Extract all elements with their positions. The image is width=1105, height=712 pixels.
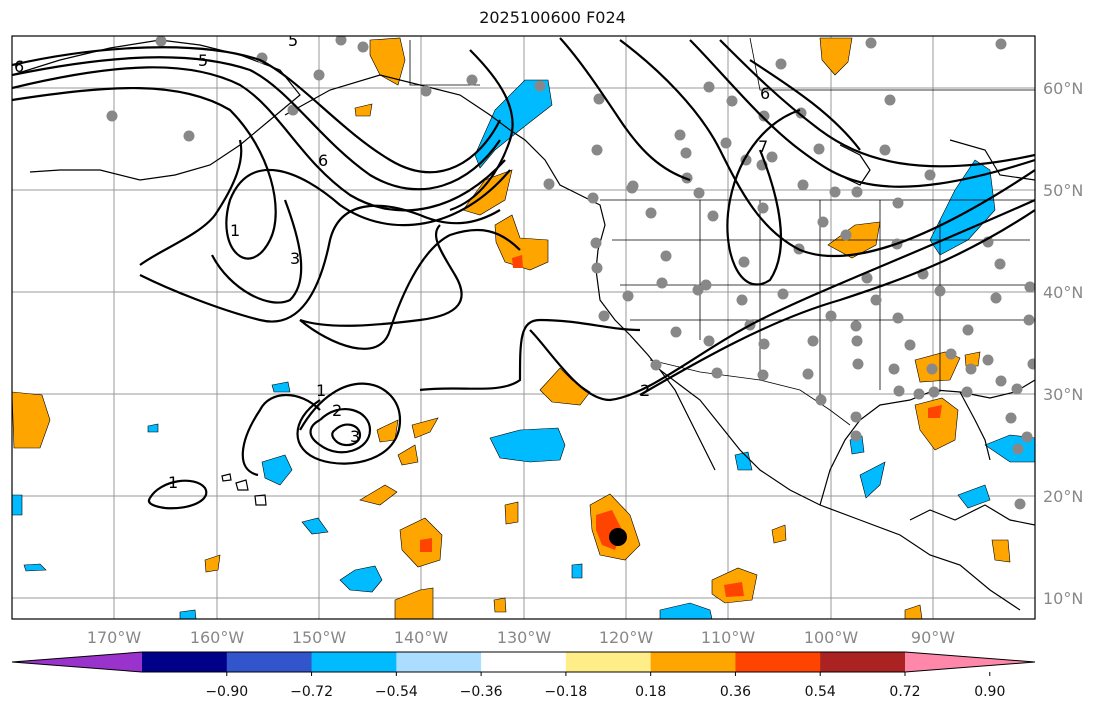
borders bbox=[409, 37, 1035, 426]
map-border bbox=[11, 35, 1036, 620]
contour-label: 6 bbox=[318, 151, 328, 170]
lon-label: 100°W bbox=[804, 628, 859, 647]
lat-label: 50°N bbox=[1043, 181, 1083, 200]
lat-label: 10°N bbox=[1043, 589, 1083, 608]
colorbar-tick-label: −0.36 bbox=[460, 684, 503, 700]
contour-label: 1 bbox=[168, 473, 178, 492]
colorbar-segment bbox=[311, 652, 397, 672]
lon-label: 130°W bbox=[497, 628, 552, 647]
colorbar-tick-label: −0.72 bbox=[290, 684, 333, 700]
lat-label: 60°N bbox=[1043, 79, 1083, 98]
latitude-labels: 60°N 50°N 40°N 30°N 20°N 10°N bbox=[1043, 79, 1083, 608]
colorbar-extend-high bbox=[905, 652, 1035, 672]
lon-label: 110°W bbox=[701, 628, 756, 647]
lon-label: 150°W bbox=[292, 628, 347, 647]
colorbar-tick-label: −0.18 bbox=[544, 684, 587, 700]
lat-label: 20°N bbox=[1043, 487, 1083, 506]
colorbar-tick-label: −0.54 bbox=[375, 684, 418, 700]
colorbar-segment bbox=[481, 652, 567, 672]
colorbar-segment bbox=[820, 652, 906, 672]
lon-label: 90°W bbox=[911, 628, 955, 647]
contour-label: 2 bbox=[332, 401, 342, 420]
contour-label: 6 bbox=[14, 57, 24, 76]
colorbar-segment bbox=[226, 652, 313, 672]
colorbar-tick-label: 0.90 bbox=[974, 684, 1005, 700]
contour-label: 3 bbox=[350, 427, 360, 446]
colorbar-segment bbox=[142, 652, 228, 672]
colorbar-outline bbox=[11, 651, 1036, 673]
lat-label: 40°N bbox=[1043, 283, 1083, 302]
contour-lines bbox=[12, 37, 1035, 510]
contour-labels: 6 5 5 6 1 3 6 7 1 2 3 1 2 bbox=[14, 31, 770, 492]
lon-label: 140°W bbox=[394, 628, 449, 647]
contour-label: 3 bbox=[290, 249, 300, 268]
lat-label: 30°N bbox=[1043, 385, 1083, 404]
shading-negative bbox=[12, 79, 1035, 619]
station-markers bbox=[106, 36, 1035, 510]
coastlines bbox=[12, 39, 1035, 611]
colorbar-extend-low bbox=[12, 652, 142, 672]
contour-label: 1 bbox=[230, 221, 240, 240]
colorbar: −0.90 −0.72 −0.54 −0.36 −0.18 0.18 0.36 0.54 0.7… bbox=[11, 651, 1036, 700]
map-title: 2025100600 F024 bbox=[479, 8, 626, 27]
lon-label: 160°W bbox=[190, 628, 245, 647]
contour-label: 2 bbox=[640, 381, 650, 400]
colorbar-tick-label: 0.54 bbox=[805, 684, 836, 700]
colorbar-tick-label: 0.36 bbox=[720, 684, 751, 700]
colorbar-segment bbox=[650, 652, 736, 672]
colorbar-segment bbox=[565, 652, 652, 672]
colorbar-tick-label: 0.18 bbox=[635, 684, 666, 700]
storm-center-marker bbox=[609, 528, 627, 546]
colorbar-tick-label: 0.72 bbox=[889, 684, 920, 700]
longitude-labels: 170°W 160°W 150°W 140°W 130°W 120°W 110°… bbox=[87, 628, 955, 647]
lon-label: 120°W bbox=[599, 628, 654, 647]
colorbar-segment bbox=[396, 652, 482, 672]
contour-label: 6 bbox=[760, 84, 770, 103]
colorbar-segment bbox=[735, 652, 821, 672]
contour-label: 5 bbox=[288, 31, 298, 50]
contour-label: 5 bbox=[198, 51, 208, 70]
colorbar-tick-label: −0.90 bbox=[205, 684, 248, 700]
contour-label: 7 bbox=[758, 137, 768, 156]
lon-label: 170°W bbox=[87, 628, 142, 647]
contour-label: 1 bbox=[316, 381, 326, 400]
